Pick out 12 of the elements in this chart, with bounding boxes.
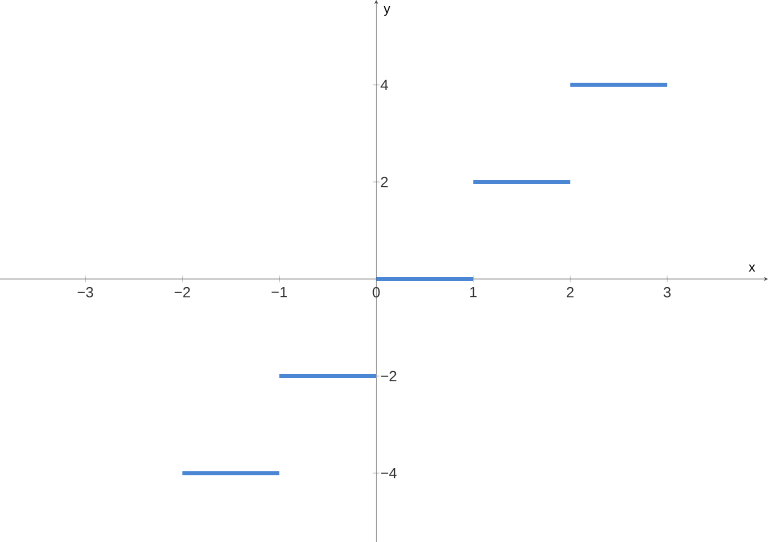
x-axis-title: x (748, 264, 756, 272)
y-tick-label: −2 (381, 370, 396, 382)
x-tick-label: 3 (664, 287, 671, 298)
y-tick-label: −4 (381, 468, 397, 478)
x-tick-label: 1 (470, 287, 477, 298)
x-tick-label: −1 (272, 287, 287, 298)
y-tick-label: 4 (380, 80, 388, 90)
y-axis-title: y (384, 6, 390, 16)
x-tick-label: 2 (566, 287, 574, 298)
y-tick-label: 2 (381, 176, 388, 188)
x-tick-label: −2 (174, 287, 190, 298)
x-tick-label: −3 (78, 287, 94, 298)
